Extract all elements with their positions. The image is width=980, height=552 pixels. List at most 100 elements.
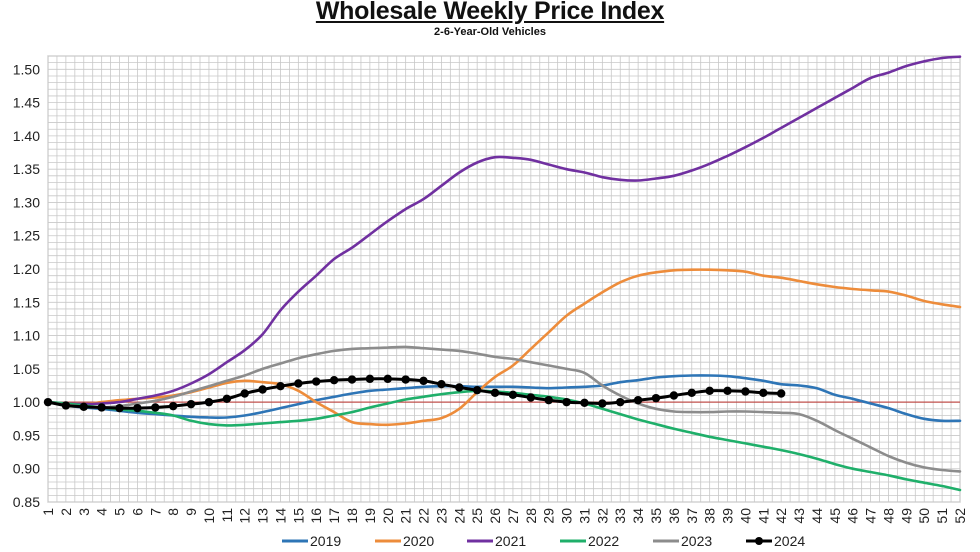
point-2024 <box>526 393 536 402</box>
x-tick-label: 45 <box>827 508 843 524</box>
y-tick-label: 1.10 <box>13 328 40 344</box>
y-tick-label: 0.95 <box>13 427 40 443</box>
x-tick-label: 13 <box>255 508 271 524</box>
x-tick-label: 15 <box>290 508 306 524</box>
point-2024 <box>168 401 178 411</box>
x-tick-label: 27 <box>505 508 521 524</box>
point-2024 <box>598 399 607 408</box>
x-tick-label: 28 <box>523 508 539 524</box>
x-tick-label: 48 <box>880 508 896 524</box>
x-tick-label: 23 <box>433 508 449 524</box>
x-tick-label: 37 <box>684 508 700 524</box>
x-tick-label: 43 <box>791 508 807 524</box>
point-2024 <box>79 402 88 412</box>
point-2024 <box>222 394 232 404</box>
legend-label-2021: 2021 <box>495 533 526 549</box>
x-tick-label: 47 <box>863 508 879 524</box>
x-tick-label: 21 <box>398 508 414 524</box>
y-axis-ticks: 0.85 0.90 0.95 1.00 1.05 1.10 1.15 1.20 1.25 1.30… <box>13 61 40 510</box>
x-tick-label: 20 <box>380 508 396 524</box>
x-tick-label: 36 <box>666 508 682 524</box>
x-tick-label: 50 <box>916 508 932 524</box>
legend-label-2022: 2022 <box>588 533 619 549</box>
chart-subtitle: 2-6-Year-Old Vehicles <box>434 26 546 38</box>
legend-marker-2024 <box>755 537 763 545</box>
y-tick-label: 0.90 <box>13 461 40 477</box>
x-tick-label: 29 <box>541 508 557 524</box>
point-2024 <box>401 375 410 384</box>
point-2024 <box>669 391 679 400</box>
point-2024 <box>633 395 643 405</box>
point-2024 <box>61 401 71 410</box>
legend-label-2023: 2023 <box>681 533 712 549</box>
x-tick-label: 10 <box>201 508 217 524</box>
point-2024 <box>687 388 696 398</box>
y-tick-label: 1.30 <box>13 194 40 210</box>
point-2024 <box>455 383 464 392</box>
y-tick-label: 1.05 <box>13 361 40 377</box>
x-tick-label: 19 <box>362 508 378 524</box>
x-tick-label: 35 <box>648 508 664 524</box>
x-tick-label: 25 <box>469 508 485 524</box>
x-tick-label: 11 <box>219 508 235 523</box>
point-2024 <box>115 403 124 413</box>
y-tick-label: 1.00 <box>13 394 40 410</box>
x-tick-label: 12 <box>237 508 253 524</box>
series-line-2023 <box>46 345 962 473</box>
point-2024 <box>276 381 285 391</box>
series-line-2022 <box>46 389 962 492</box>
x-tick-label: 44 <box>809 508 825 524</box>
point-2024 <box>97 403 106 412</box>
y-tick-label: 1.35 <box>13 161 40 177</box>
point-2024 <box>562 397 571 407</box>
x-tick-label: 14 <box>272 508 288 524</box>
x-axis-ticks: 1 2 3 4 5 6 7 8 9 10 11 12 13 14 15 16 17 18 19 20 21 22 23 24 2… <box>40 508 968 524</box>
x-tick-label: 34 <box>630 508 646 524</box>
y-tick-label: 1.45 <box>13 95 40 111</box>
point-2024 <box>508 390 518 400</box>
x-tick-label: 30 <box>559 508 575 524</box>
x-tick-label: 18 <box>344 508 360 524</box>
point-2024 <box>151 403 160 412</box>
y-tick-label: 1.20 <box>13 261 40 277</box>
point-2024 <box>383 374 392 384</box>
y-tick-label: 1.40 <box>13 128 40 144</box>
x-tick-label: 32 <box>594 508 610 524</box>
point-2024 <box>419 376 428 386</box>
point-2024 <box>204 397 214 407</box>
legend-label-2024: 2024 <box>774 533 805 549</box>
x-tick-label: 16 <box>308 508 324 524</box>
point-2024 <box>43 397 53 407</box>
x-tick-label: 3 <box>76 508 92 516</box>
point-2024 <box>741 387 750 396</box>
x-tick-label: 7 <box>147 508 163 516</box>
y-tick-label: 1.25 <box>13 228 40 244</box>
point-2024 <box>490 388 500 398</box>
x-tick-label: 17 <box>326 508 342 524</box>
x-tick-label: 9 <box>183 508 199 516</box>
x-tick-label: 4 <box>94 508 110 516</box>
point-2024 <box>294 379 303 388</box>
point-2024 <box>133 403 142 413</box>
series-line-2021 <box>46 55 962 406</box>
point-2024 <box>472 385 482 395</box>
point-2024 <box>258 385 267 394</box>
x-tick-label: 39 <box>720 508 736 524</box>
point-2024 <box>544 395 553 405</box>
x-tick-label: 46 <box>845 508 861 524</box>
x-tick-label: 33 <box>612 508 628 524</box>
x-tick-label: 22 <box>416 508 432 524</box>
point-2024 <box>580 398 589 408</box>
point-2024 <box>723 386 732 396</box>
x-tick-label: 24 <box>451 508 467 524</box>
y-tick-label: 1.15 <box>13 294 40 310</box>
x-tick-label: 41 <box>755 508 771 524</box>
point-2024 <box>312 377 321 386</box>
legend-label-2020: 2020 <box>403 533 434 549</box>
x-tick-label: 49 <box>898 508 914 524</box>
x-tick-label: 31 <box>576 508 592 524</box>
x-tick-label: 26 <box>487 508 503 524</box>
point-2024 <box>616 397 625 407</box>
point-2024 <box>186 399 196 409</box>
x-tick-label: 6 <box>129 508 145 516</box>
